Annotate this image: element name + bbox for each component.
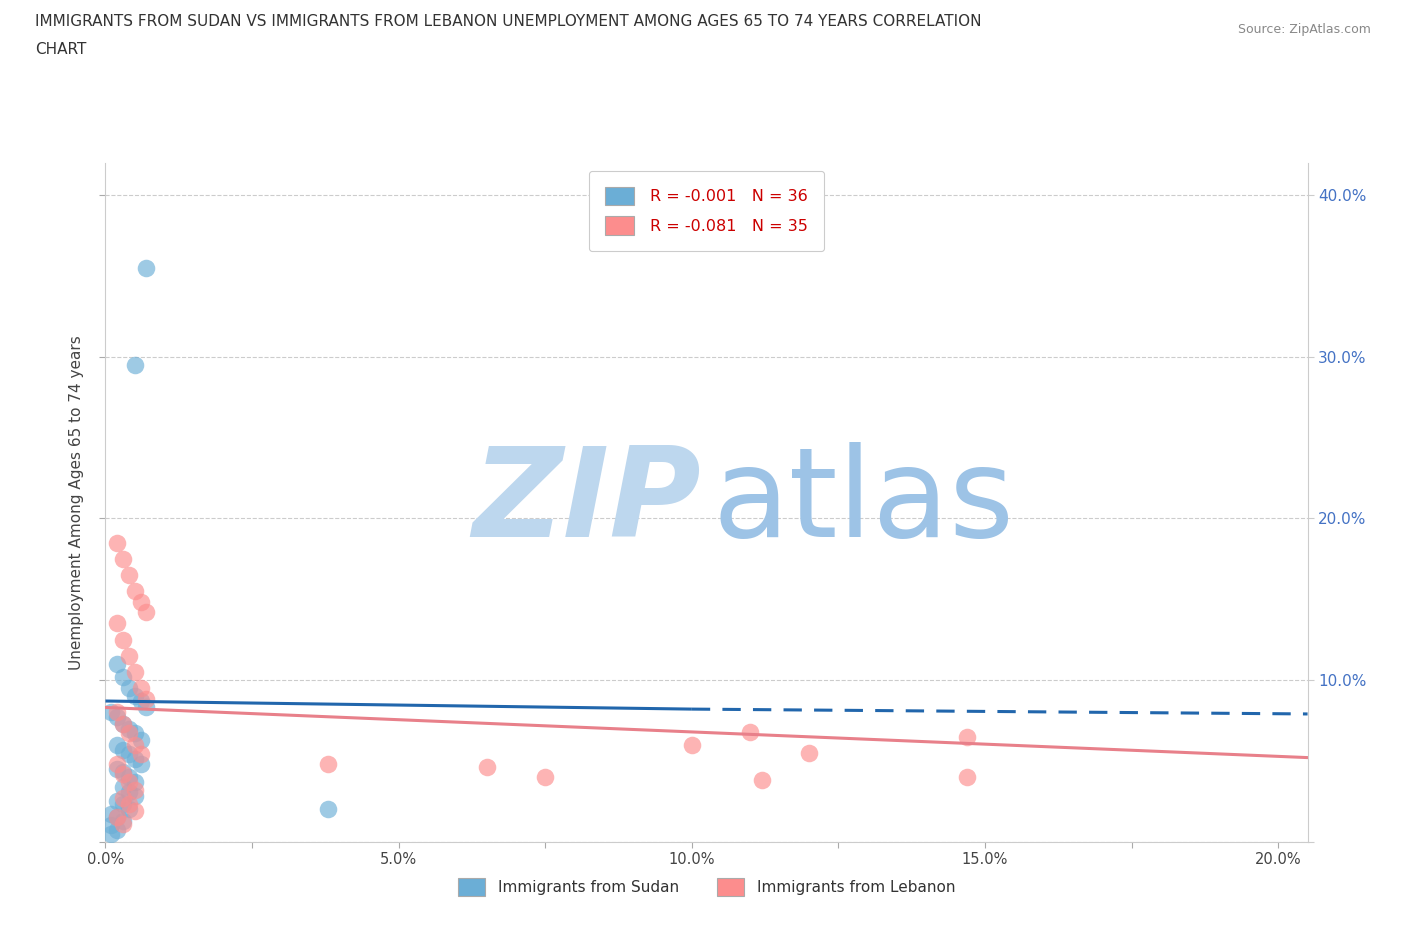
Text: atlas: atlas [713, 442, 1015, 563]
Point [118, 797, 141, 812]
Text: IMMIGRANTS FROM SUDAN VS IMMIGRANTS FROM LEBANON UNEMPLOYMENT AMONG AGES 65 TO 7: IMMIGRANTS FROM SUDAN VS IMMIGRANTS FROM… [35, 14, 981, 29]
Point [475, 760, 498, 775]
Point [135, 604, 157, 619]
Point [124, 584, 146, 599]
Point [118, 681, 141, 696]
Point [124, 751, 146, 766]
Point [118, 775, 141, 790]
Point [118, 726, 141, 741]
Point [105, 710, 128, 724]
Point [105, 810, 128, 825]
Point [100, 826, 122, 841]
Point [105, 762, 128, 777]
Point [112, 632, 135, 647]
Point [135, 692, 157, 707]
Point [105, 657, 128, 671]
Point [105, 810, 128, 825]
Point [135, 700, 157, 715]
Point [681, 737, 703, 752]
Point [129, 747, 152, 762]
Text: Source: ZipAtlas.com: Source: ZipAtlas.com [1237, 23, 1371, 36]
Point [129, 757, 152, 772]
Point [316, 757, 339, 772]
Point [129, 733, 152, 748]
Point [124, 804, 146, 818]
Point [112, 670, 135, 684]
Point [118, 747, 141, 762]
Point [118, 721, 141, 736]
Point [751, 773, 773, 788]
Point [100, 705, 122, 720]
Point [135, 260, 157, 275]
Legend: Immigrants from Sudan, Immigrants from Lebanon: Immigrants from Sudan, Immigrants from L… [451, 872, 962, 902]
Point [105, 737, 128, 752]
Point [112, 817, 135, 831]
Text: CHART: CHART [35, 42, 87, 57]
Point [118, 769, 141, 784]
Point [124, 782, 146, 797]
Point [105, 535, 128, 550]
Point [740, 724, 762, 739]
Point [112, 797, 135, 812]
Point [112, 551, 135, 566]
Point [797, 745, 820, 760]
Point [112, 716, 135, 731]
Point [124, 665, 146, 680]
Point [118, 648, 141, 663]
Point [124, 737, 146, 752]
Text: ZIP: ZIP [472, 442, 700, 563]
Point [118, 802, 141, 817]
Point [105, 705, 128, 720]
Point [534, 769, 557, 784]
Point [129, 694, 152, 709]
Point [112, 766, 135, 781]
Point [105, 794, 128, 809]
Point [105, 823, 128, 838]
Point [316, 802, 339, 817]
Point [124, 775, 146, 790]
Point [112, 716, 135, 731]
Y-axis label: Unemployment Among Ages 65 to 74 years: Unemployment Among Ages 65 to 74 years [69, 335, 84, 670]
Point [124, 689, 146, 704]
Point [118, 567, 141, 582]
Point [129, 681, 152, 696]
Point [124, 357, 146, 372]
Point [105, 616, 128, 631]
Point [112, 742, 135, 757]
Point [956, 769, 979, 784]
Point [105, 757, 128, 772]
Point [112, 779, 135, 794]
Point [124, 726, 146, 741]
Point [118, 784, 141, 799]
Point [100, 818, 122, 833]
Point [100, 806, 122, 821]
Point [112, 813, 135, 828]
Point [124, 789, 146, 804]
Point [112, 764, 135, 779]
Point [129, 595, 152, 610]
Point [112, 790, 135, 805]
Point [956, 729, 979, 744]
